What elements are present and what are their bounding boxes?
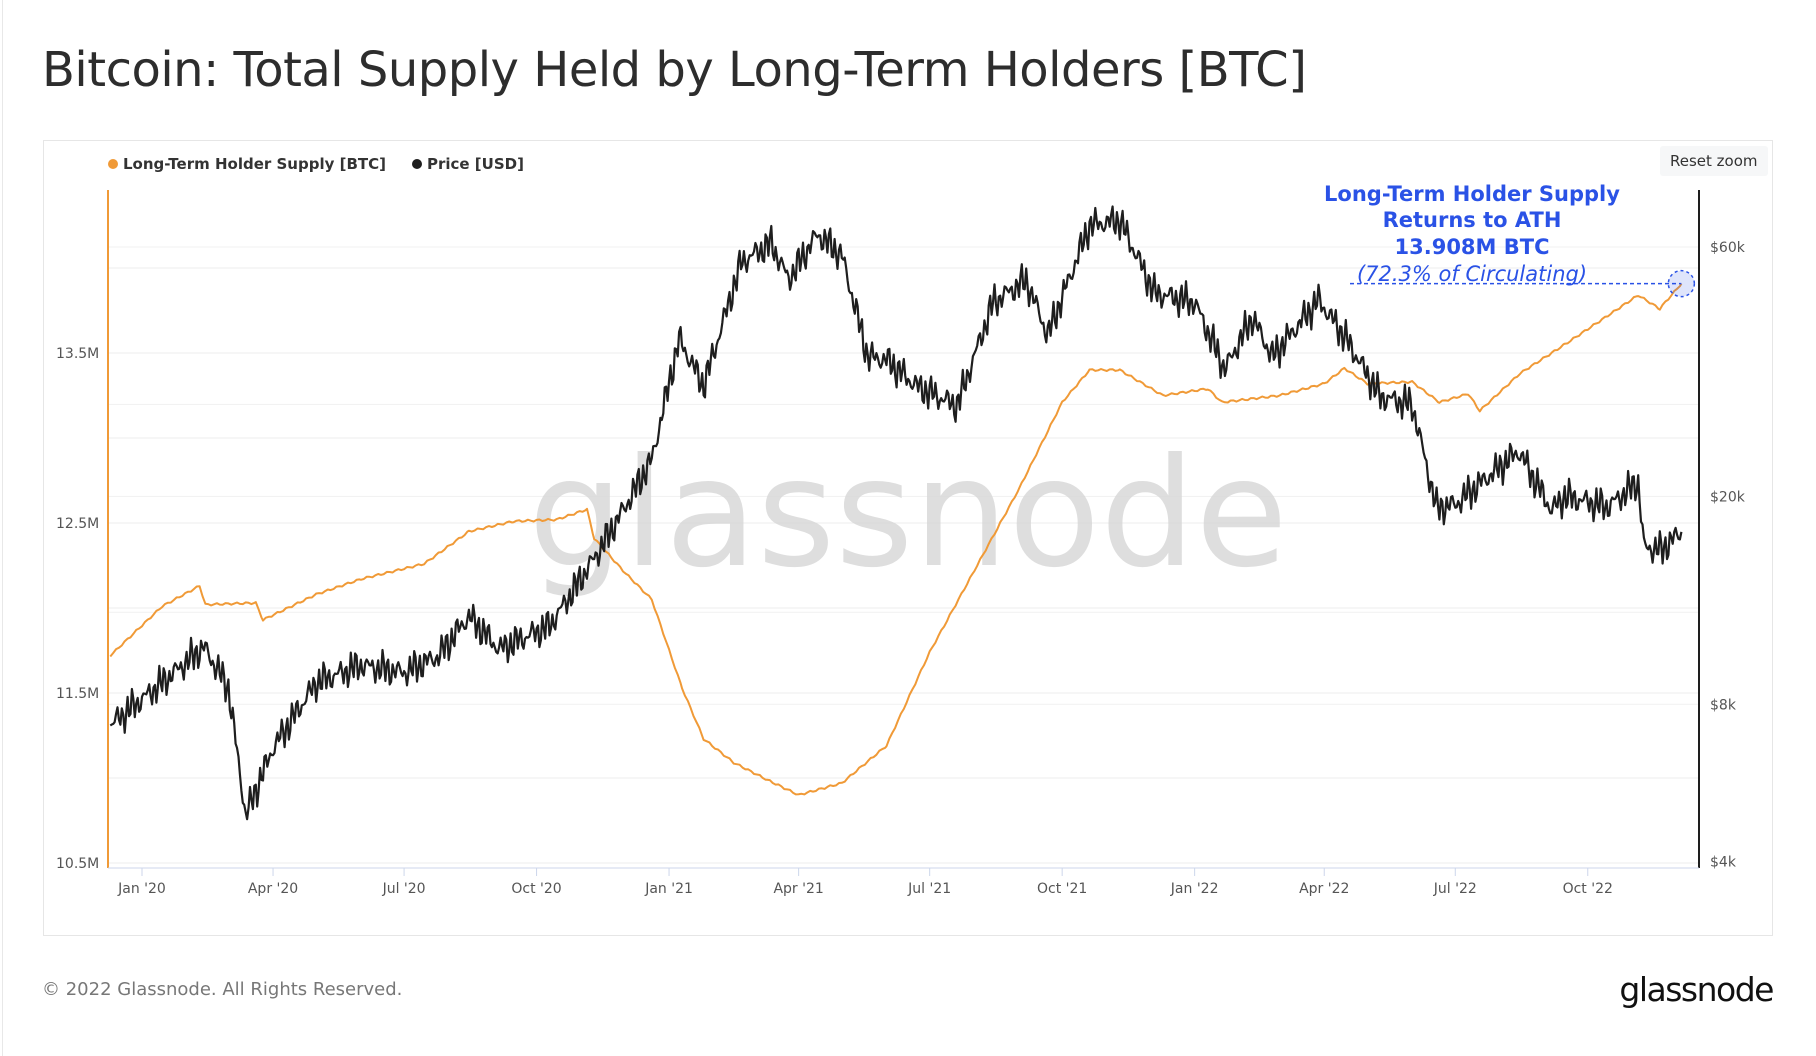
y-left-tick-label: 13.5M [56,346,99,362]
x-tick-label: Oct '20 [511,881,561,897]
y-right-tick-label: $60k [1710,240,1746,256]
page-edge [2,0,3,1056]
price-line [109,205,1683,821]
page-title: Bitcoin: Total Supply Held by Long-Term … [42,42,1307,98]
legend-label: Long-Term Holder Supply [BTC] [123,155,386,173]
y-left-tick-label: 11.5M [56,686,99,702]
y-right-tick-label: $4k [1710,855,1737,871]
x-tick-label: Jan '20 [117,881,166,897]
annotation-line-3: 13.908M BTC [1394,235,1550,259]
y-left-tick-label: 10.5M [56,856,99,872]
y-left-tick-label: 12.5M [56,516,99,532]
reset-zoom-button[interactable]: Reset zoom [1660,146,1768,176]
x-tick-label: Jul '22 [1433,881,1477,897]
chart-container [43,140,1773,936]
x-tick-label: Apr '20 [248,881,298,897]
y-right-tick-label: $8k [1710,697,1737,713]
x-tick-label: Oct '21 [1037,881,1087,897]
legend-dot-icon [108,159,118,169]
legend-label: Price [USD] [426,155,524,173]
x-tick-label: Jan '22 [1170,881,1219,897]
annotation-highlight-circle [1667,269,1696,298]
x-tick-label: Oct '22 [1563,881,1613,897]
x-tick-label: Apr '21 [773,881,823,897]
annotation-line-2: Returns to ATH [1382,208,1562,232]
legend: Long-Term Holder Supply [BTC] Price [USD… [108,155,524,173]
legend-item-price[interactable]: Price [USD] [411,155,524,173]
x-tick-label: Jul '21 [907,881,951,897]
annotation-line-4: (72.3% of Circulating) [1356,262,1588,286]
x-tick-label: Jul '20 [382,881,426,897]
glassnode-logo[interactable]: glassnode [1619,970,1774,1009]
legend-item-lth-supply[interactable]: Long-Term Holder Supply [BTC] [108,155,386,173]
y-right-tick-label: $20k [1710,489,1746,505]
annotation-line-1: Long-Term Holder Supply [1324,182,1620,206]
lth-supply-line [109,283,1683,796]
x-tick-label: Jan '21 [644,881,693,897]
x-tick-label: Apr '22 [1299,881,1349,897]
watermark: glassnode [528,427,1287,601]
legend-dot-icon [411,159,422,169]
copyright: © 2022 Glassnode. All Rights Reserved. [42,979,403,1000]
